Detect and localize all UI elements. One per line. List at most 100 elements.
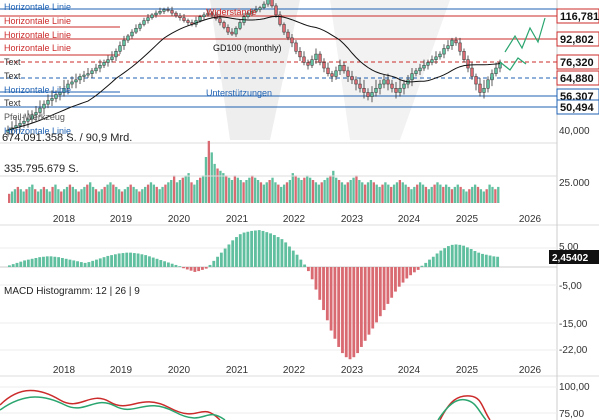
candle	[166, 9, 170, 11]
volume-bar	[314, 182, 318, 203]
volume-bar	[340, 182, 344, 203]
volume-bar	[323, 180, 326, 203]
volume-bar	[239, 180, 242, 203]
volume-bar	[358, 180, 361, 203]
macd-bar	[155, 258, 159, 267]
volume-bar	[236, 177, 239, 203]
candle	[106, 59, 110, 63]
volume-bar	[491, 186, 494, 203]
volume-bar	[476, 186, 480, 203]
x-tick-label: 2022	[283, 214, 306, 225]
volume-bar	[16, 186, 19, 203]
volume-bar	[343, 184, 347, 203]
candle	[286, 31, 290, 39]
candle	[38, 107, 42, 113]
candle	[430, 59, 434, 63]
volume-bar	[161, 186, 164, 203]
macd-bar	[469, 248, 473, 267]
volume-bar	[291, 173, 294, 203]
volume-bar	[262, 184, 265, 203]
macd-bar	[26, 259, 30, 267]
volume-bar	[410, 189, 413, 203]
macd-bar	[363, 267, 367, 341]
volume-bar	[456, 184, 459, 203]
volume-bar	[311, 180, 315, 203]
volume-bar	[216, 168, 219, 203]
macd-bar	[473, 251, 477, 267]
macd-bar	[299, 259, 303, 267]
macd-bar	[496, 256, 500, 267]
volume-bar	[274, 182, 277, 203]
candle	[354, 79, 358, 85]
volume-bar	[363, 184, 367, 203]
macd-bar	[174, 264, 178, 267]
candle	[22, 120, 26, 124]
macd-bar	[359, 267, 363, 347]
volume-bar	[196, 180, 199, 203]
volume-bar	[210, 152, 213, 203]
annotation-horizontal-line-2: Horizontale Linie	[4, 16, 71, 26]
volume-label-total: 674.091.358 S. / 90,9 Mrd.	[2, 132, 132, 144]
candle	[322, 62, 326, 69]
volume-bar	[146, 184, 150, 203]
candle	[266, 0, 270, 5]
label-supports: Unterstützungen	[206, 88, 272, 98]
volume-bar	[256, 180, 260, 203]
macd-bar	[23, 260, 26, 267]
macd-bar	[337, 267, 341, 347]
candle	[258, 7, 262, 10]
macd-bar	[401, 267, 405, 283]
macd-bar	[378, 267, 382, 317]
volume-bar	[103, 186, 106, 203]
price-label-box	[556, 70, 599, 86]
volume-bar	[433, 184, 436, 203]
macd-current-value: 2,45402	[552, 253, 589, 264]
volume-bar	[94, 189, 98, 203]
volume-bar	[123, 189, 127, 203]
volume-bar	[288, 180, 292, 203]
volume-bar	[158, 189, 161, 203]
macd-bar	[306, 267, 310, 272]
volume-bar	[349, 180, 352, 203]
candle	[346, 70, 350, 77]
volume-bar	[326, 177, 329, 203]
candle	[450, 39, 454, 46]
macd-bar	[375, 267, 378, 323]
volume-bar	[100, 189, 103, 203]
volume-bar	[482, 191, 485, 203]
price-label-box	[556, 54, 599, 70]
macd-bar	[344, 267, 348, 358]
candle	[158, 11, 162, 14]
macd-bar	[291, 250, 295, 267]
volume-bar	[390, 186, 393, 203]
volume-bar	[355, 175, 358, 203]
candle	[442, 48, 446, 55]
macd-y-tick: -15,00	[559, 319, 588, 330]
macd-bar	[394, 267, 397, 292]
volume-bar	[170, 180, 173, 203]
volume-bar	[178, 180, 182, 203]
volume-bar	[28, 186, 31, 203]
macd-bar	[121, 253, 125, 267]
volume-bar	[22, 191, 25, 203]
x-tick-label: 2018	[53, 214, 76, 225]
candle	[66, 83, 70, 89]
macd-bar	[424, 262, 428, 267]
candle	[178, 15, 182, 18]
stoch-y-tick: 75,00	[559, 409, 584, 420]
macd-y-tick: 5,00	[559, 242, 579, 253]
volume-bar	[89, 182, 92, 203]
macd-bar	[64, 258, 68, 267]
candle	[122, 39, 126, 46]
macd-bar	[15, 262, 19, 267]
volume-bar	[74, 189, 77, 203]
volume-bar	[152, 184, 156, 203]
candle	[34, 112, 38, 115]
volume-bar	[381, 184, 384, 203]
macd-bar	[420, 265, 424, 267]
volume-bar	[126, 186, 129, 203]
candle	[438, 53, 442, 58]
macd-bar	[295, 254, 299, 267]
candle	[454, 39, 458, 44]
